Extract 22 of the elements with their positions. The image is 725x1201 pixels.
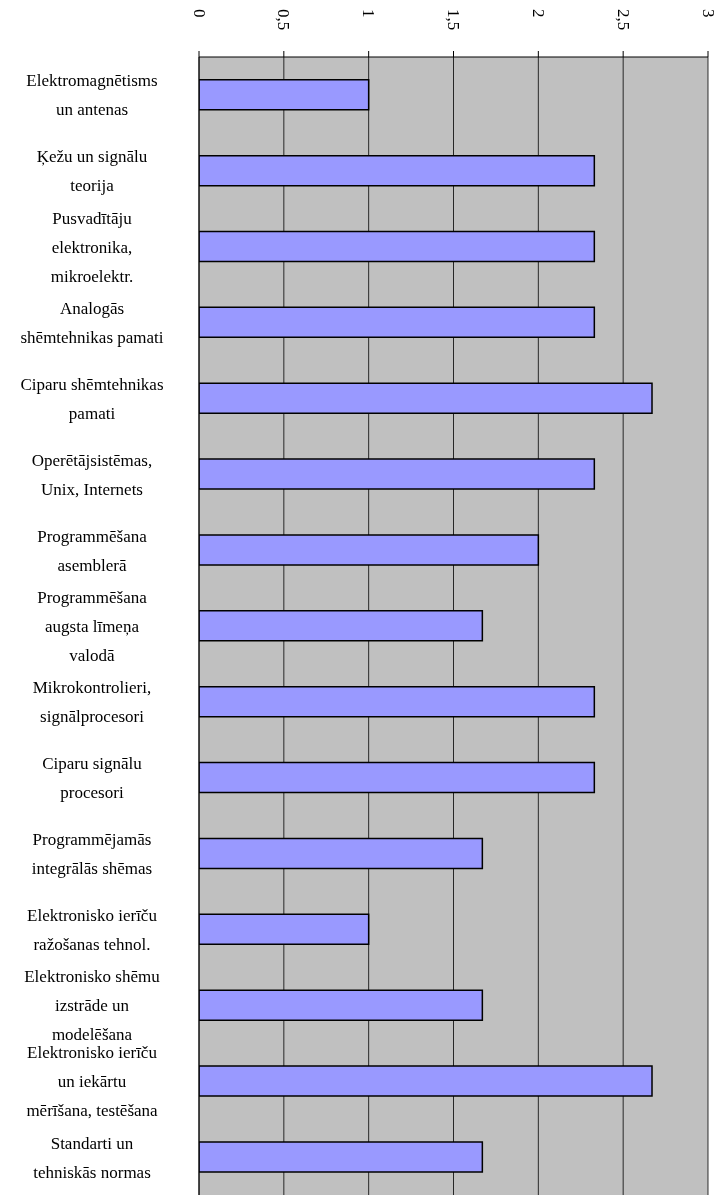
x-tick-label: 1	[359, 9, 379, 18]
y-tick-label: Mikrokontrolieri, signālprocesori	[32, 677, 152, 726]
x-tick-label: 3	[698, 9, 718, 18]
x-tick-label: 2	[528, 9, 548, 18]
y-tick-label: Ciparu shēmtehnikas pamati	[20, 374, 164, 423]
y-tick-label: Programmēšana asemblerā	[37, 526, 148, 575]
y-tick-label: Programmēšana augsta līmeņa valodā	[37, 587, 148, 665]
x-tick-label: 0,5	[274, 9, 294, 31]
y-tick-label: Elektronisko ierīču un iekārtu mērīšana, testēšana	[26, 1042, 159, 1120]
y-tick-label: Elektronisko ierīču ražošanas tehnol.	[27, 905, 158, 954]
y-tick-label: Ķežu un signālu teorija	[36, 146, 148, 195]
y-tick-label: Elektromagnētisms un antenas	[26, 70, 158, 119]
y-tick-label: Pusvadītāju elektronika, mikroelektr.	[50, 208, 134, 286]
y-tick-label: Standarti un tehniskās normas	[33, 1133, 151, 1182]
x-tick-label: 0	[189, 9, 209, 18]
y-tick-label: Ciparu signālu procesori	[42, 753, 143, 802]
x-tick-label: 2,5	[613, 9, 633, 31]
y-tick-label: Operētājsistēmas, Unix, Internets	[31, 450, 153, 499]
y-tick-label: Analogās shēmtehnikas pamati	[20, 298, 164, 347]
y-tick-label: Elektronisko shēmu izstrāde un modelēšana	[24, 966, 161, 1044]
y-tick-label: Programmējamās integrālās shēmas	[31, 829, 153, 878]
x-tick-label: 1,5	[444, 9, 463, 31]
